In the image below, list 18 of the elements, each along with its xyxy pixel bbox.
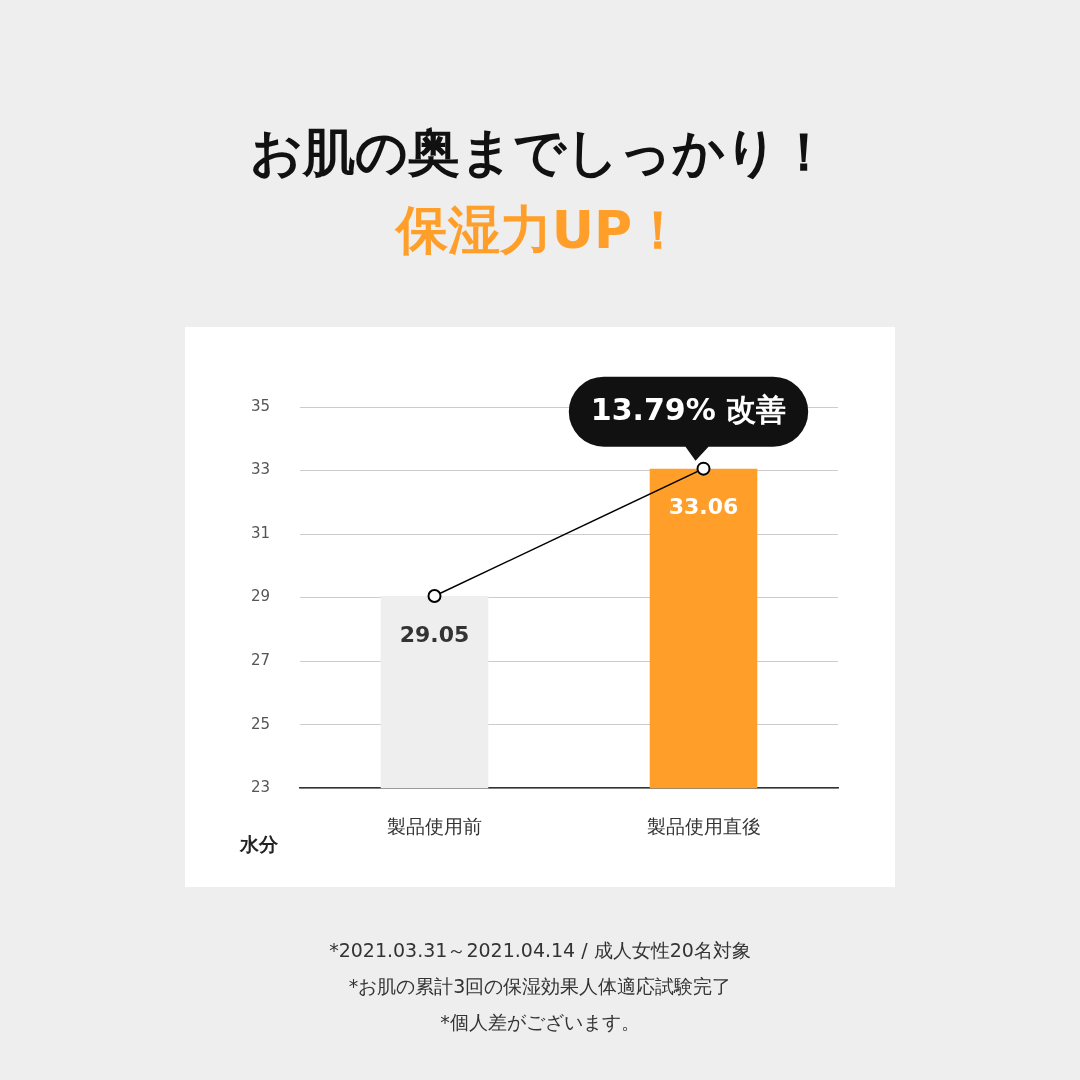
y-tick-label: 31 — [250, 523, 270, 542]
chart-title: お肌の奥までしっかり！ — [249, 121, 831, 184]
data-label: 33.06 — [668, 494, 739, 520]
x-tick-label: 製品使用直後 — [646, 814, 761, 837]
text: *お肌の累計3回の保湿効果人体適応試験完了 — [347, 974, 733, 999]
y-tick-label: 33 — [250, 460, 270, 479]
y-tick-label: 25 — [250, 714, 270, 733]
text: *2021.03.31～2021.04.14 / 成人女性20名対象 — [328, 938, 752, 963]
chart-subtitle: 保湿力UP！ — [394, 199, 686, 262]
y-tick-label: 23 — [250, 778, 270, 797]
data-label: 29.05 — [399, 621, 470, 647]
annotation: 13.79% 改善 — [590, 392, 787, 428]
x-tick-label: 製品使用前 — [387, 814, 482, 837]
text: *個人差がございます。 — [439, 1010, 641, 1035]
y-axis-title: 水分 — [240, 832, 278, 857]
y-tick-label: 27 — [250, 651, 270, 670]
y-tick-label: 29 — [250, 587, 270, 606]
y-tick-label: 35 — [250, 396, 270, 415]
